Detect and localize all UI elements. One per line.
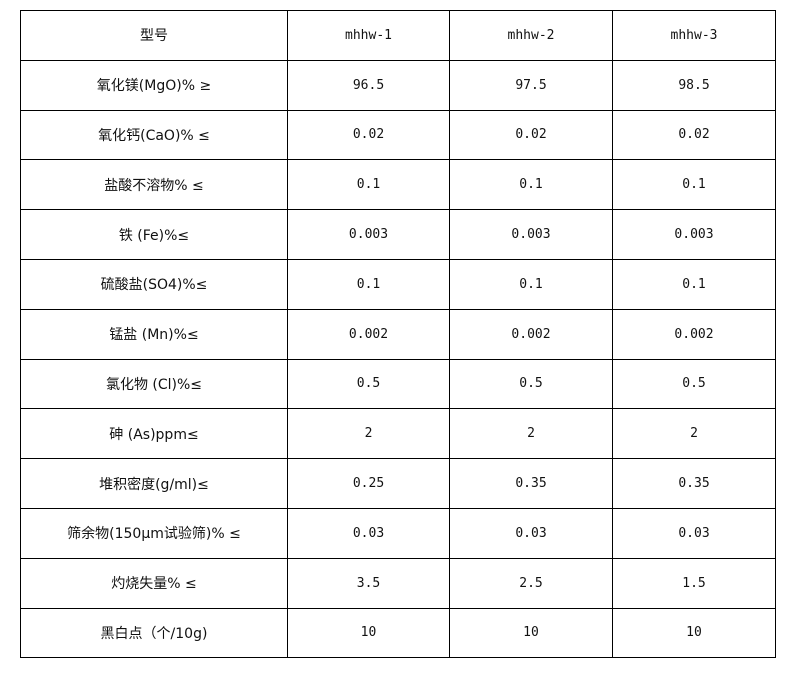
- value-cell: 0.03: [612, 507, 776, 559]
- item-name-cell: 筛余物(150μm试验筛)% ≤: [20, 507, 288, 559]
- value-cell: 0.25: [287, 458, 450, 509]
- value-cell: 98.5: [612, 59, 776, 111]
- item-name-cell: 灼烧失量% ≤: [20, 557, 288, 609]
- value-cell: 3.5: [287, 557, 450, 609]
- table-row: 锰盐 (Mn)%≤ 0.002 0.002 0.002: [20, 308, 776, 360]
- value-cell: 0.02: [287, 109, 450, 161]
- item-name-cell: 氧化钙(CaO)% ≤: [20, 109, 288, 161]
- value-cell: 0.35: [449, 458, 613, 509]
- item-name-cell: 砷 (As)ppm≤: [20, 408, 288, 460]
- table-row: 堆积密度(g/ml)≤ 0.25 0.35 0.35: [20, 458, 776, 509]
- value-cell: 0.1: [449, 159, 613, 211]
- value-cell: 0.1: [612, 159, 776, 211]
- value-cell: 10: [612, 607, 776, 659]
- value-cell: 10: [287, 607, 450, 659]
- specification-table: 型号 mhhw-1 mhhw-2 mhhw-3 氧化镁(MgO)% ≥96.5 9…: [20, 10, 776, 659]
- header-row: 型号 mhhw-1 mhhw-2 mhhw-3: [20, 10, 776, 61]
- item-name-cell: 锰盐 (Mn)%≤: [20, 308, 288, 360]
- value-cell: 2: [612, 408, 776, 460]
- table-row: 氯化物 (Cl)%≤ 0.5 0.5 0.5: [20, 358, 776, 410]
- value-cell: 0.1: [612, 258, 776, 310]
- header-cell-mhhw-2: mhhw-2: [449, 10, 613, 61]
- item-name-cell: 堆积密度(g/ml)≤: [20, 458, 288, 509]
- value-cell: 0.5: [612, 358, 776, 410]
- value-cell: 0.1: [287, 159, 450, 211]
- value-cell: 0.03: [449, 507, 613, 559]
- value-cell: 0.002: [612, 308, 776, 360]
- table-row: 灼烧失量% ≤3.5 2.5 1.5: [20, 557, 776, 609]
- value-cell: 2: [449, 408, 613, 460]
- header-cell-model: 型号: [20, 10, 288, 61]
- value-cell: 0.02: [449, 109, 613, 161]
- item-name-cell: 黑白点（个/10g): [20, 607, 288, 659]
- value-cell: 0.002: [449, 308, 613, 360]
- value-cell: 2.5: [449, 557, 613, 609]
- table-row: 硫酸盐(SO4)%≤ 0.1 0.1 0.1: [20, 258, 776, 310]
- header-cell-mhhw-3: mhhw-3: [612, 10, 776, 61]
- item-name-cell: 氯化物 (Cl)%≤: [20, 358, 288, 410]
- table-row: 黑白点（个/10g) 10 10 10: [20, 607, 776, 659]
- value-cell: 0.1: [449, 258, 613, 310]
- table-row: 氧化钙(CaO)% ≤0.02 0.02 0.02: [20, 109, 776, 161]
- table-row: 铁 (Fe)%≤ 0.003 0.003 0.003: [20, 209, 776, 260]
- table-row: 砷 (As)ppm≤ 2 2 2: [20, 408, 776, 460]
- header-cell-mhhw-1: mhhw-1: [287, 10, 450, 61]
- item-name-cell: 铁 (Fe)%≤: [20, 209, 288, 260]
- value-cell: 10: [449, 607, 613, 659]
- value-cell: 0.35: [612, 458, 776, 509]
- value-cell: 0.002: [287, 308, 450, 360]
- item-name-cell: 氧化镁(MgO)% ≥: [20, 59, 288, 111]
- table-row: 盐酸不溶物% ≤0.1 0.1 0.1: [20, 159, 776, 211]
- value-cell: 0.1: [287, 258, 450, 310]
- value-cell: 0.003: [612, 209, 776, 260]
- value-cell: 2: [287, 408, 450, 460]
- item-name-cell: 盐酸不溶物% ≤: [20, 159, 288, 211]
- table-row: 筛余物(150μm试验筛)% ≤0.03 0.03 0.03: [20, 507, 776, 559]
- value-cell: 97.5: [449, 59, 613, 111]
- value-cell: 96.5: [287, 59, 450, 111]
- value-cell: 0.003: [449, 209, 613, 260]
- value-cell: 0.5: [287, 358, 450, 410]
- item-name-cell: 硫酸盐(SO4)%≤: [20, 258, 288, 310]
- value-cell: 0.02: [612, 109, 776, 161]
- value-cell: 0.03: [287, 507, 450, 559]
- value-cell: 0.003: [287, 209, 450, 260]
- value-cell: 1.5: [612, 557, 776, 609]
- value-cell: 0.5: [449, 358, 613, 410]
- table-row: 氧化镁(MgO)% ≥96.5 97.5 98.5: [20, 59, 776, 111]
